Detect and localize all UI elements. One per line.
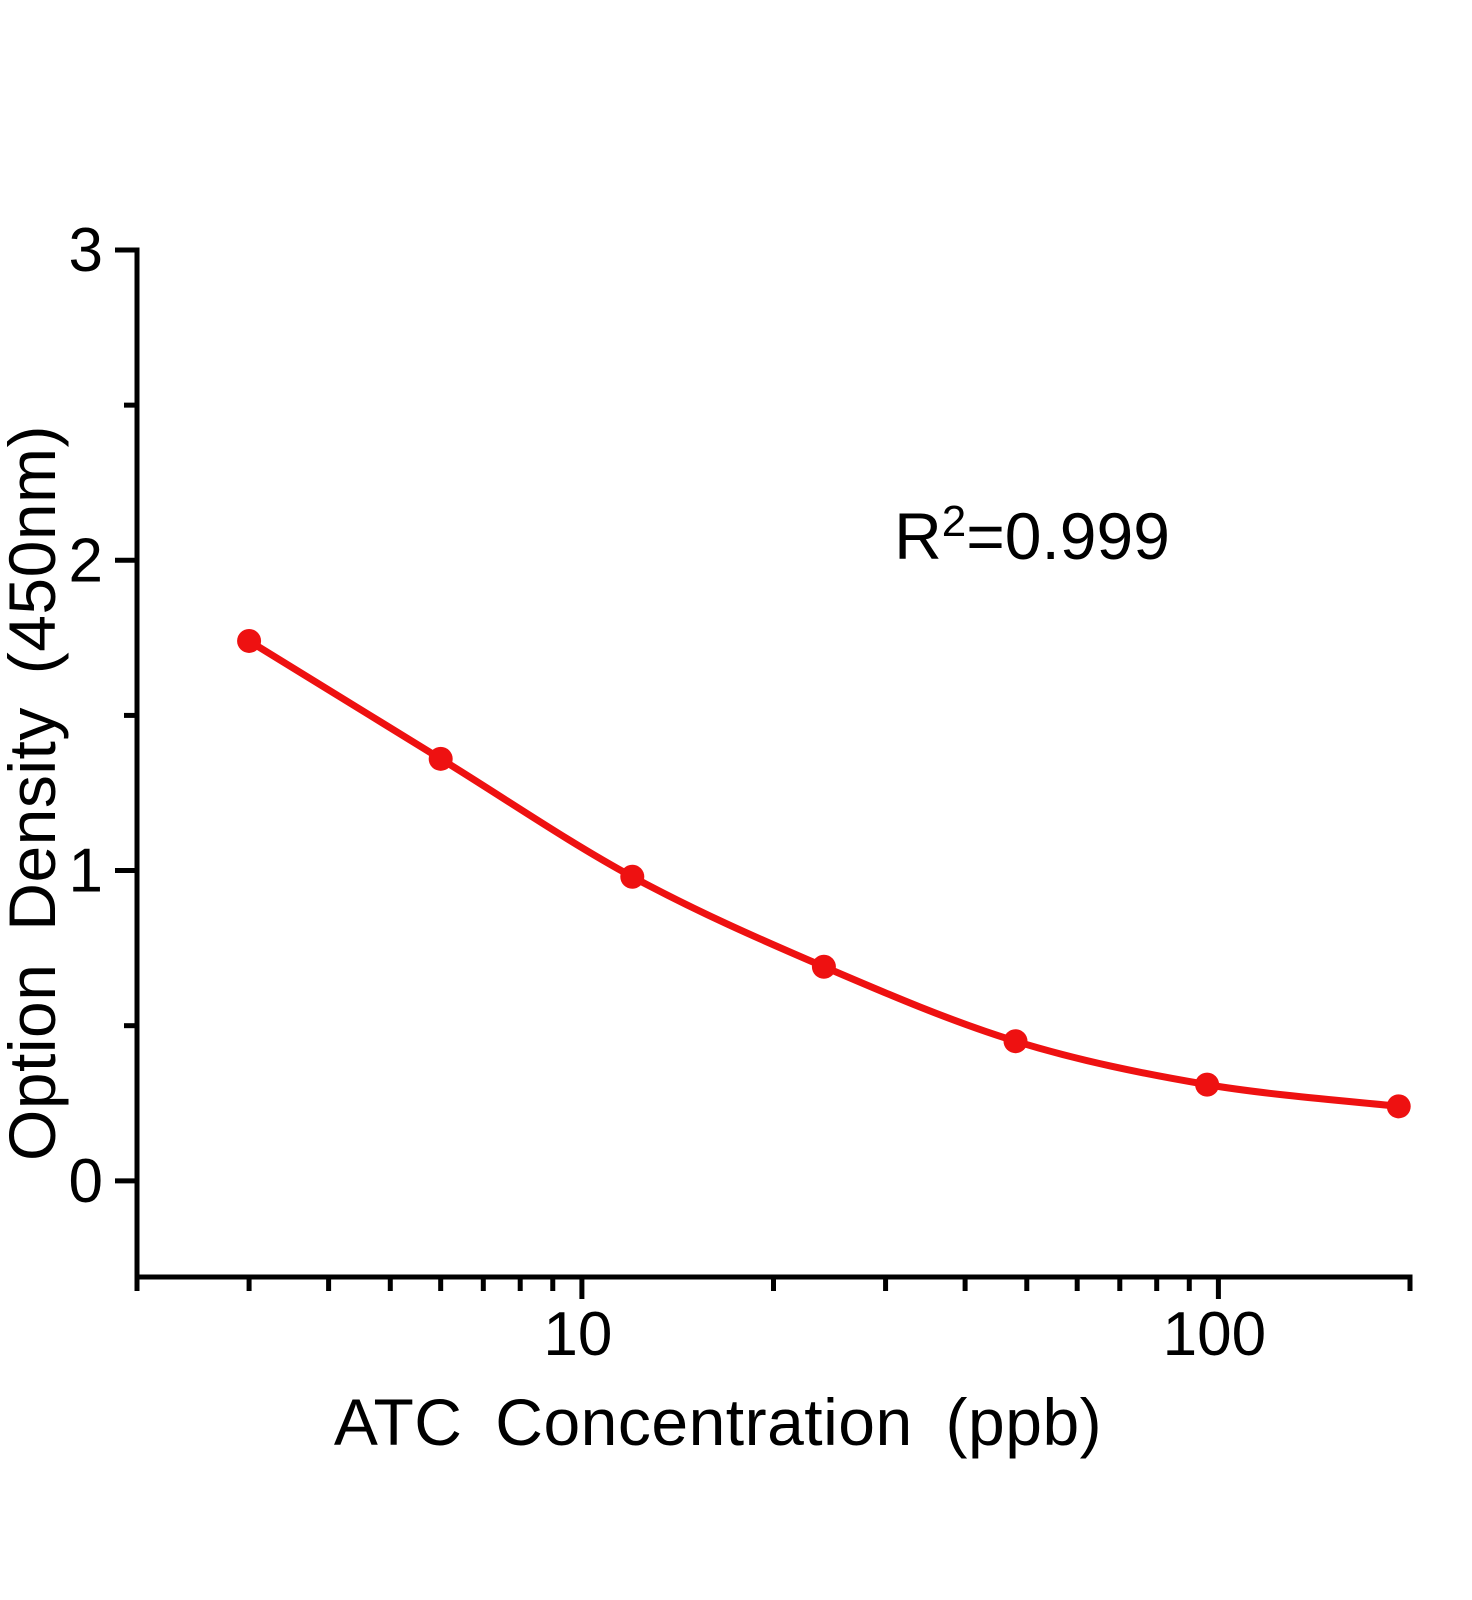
data-point-marker [620, 864, 645, 889]
x-tick-label: 100 [1163, 1300, 1266, 1369]
y-axis-ticks: 0 1 2 3 [69, 216, 137, 1216]
r-squared-value: =0.999 [966, 499, 1170, 573]
x-axis-label: ATC Concentration (ppb) [333, 1385, 1103, 1459]
data-point-markers [237, 628, 1411, 1119]
axes-spine [134, 247, 1413, 1280]
y-tick-label: 1 [69, 837, 103, 906]
y-axis-label: Option Density (450nm) [0, 425, 69, 1161]
x-tick-label: 10 [543, 1300, 612, 1369]
data-point-marker [237, 628, 262, 653]
y-tick-label: 2 [69, 526, 103, 595]
r-squared-exponent: 2 [941, 497, 967, 546]
y-tick-label: 0 [69, 1147, 103, 1216]
r-squared-annotation: R2=0.999 [894, 498, 1170, 574]
x-axis-ticks: 10 100 [134, 1277, 1413, 1369]
data-point-marker [811, 954, 836, 979]
r-squared-base: R [894, 499, 942, 573]
y-tick-label: 3 [69, 216, 103, 285]
data-point-marker [1195, 1072, 1220, 1097]
data-point-marker [1003, 1029, 1028, 1054]
standard-curve-line [245, 637, 1403, 1110]
data-point-marker [428, 746, 453, 771]
data-point-marker [1386, 1094, 1411, 1119]
